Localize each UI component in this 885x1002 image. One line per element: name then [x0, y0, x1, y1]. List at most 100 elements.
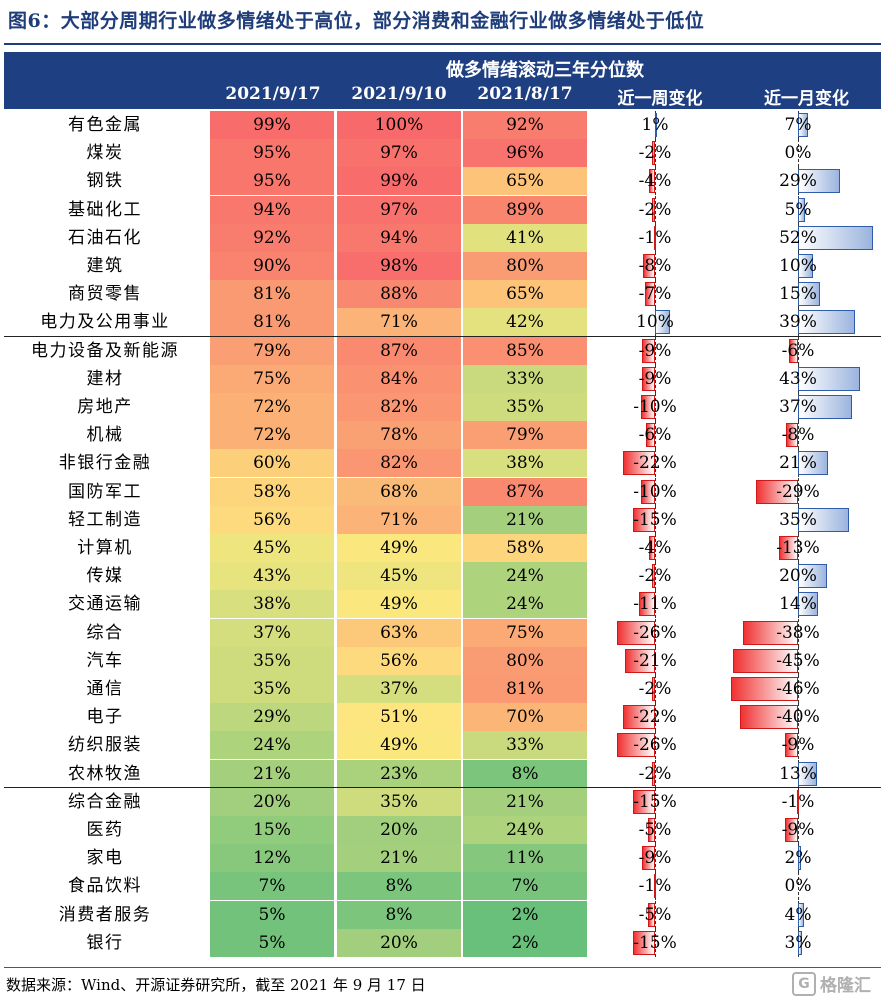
week-change-label: -2%: [638, 199, 672, 220]
week-change-label: -2%: [638, 763, 672, 784]
week-change-axis: [655, 449, 656, 478]
percentile-cell-v910: 87%: [337, 336, 461, 365]
table-row: 综合金融 20% 35% 21% -15% -1%: [0, 787, 885, 816]
percentile-cell-v817: 11%: [463, 844, 587, 873]
title-rule: [4, 43, 881, 45]
table-row: 计算机 45% 49% 58% -4% -13%: [0, 534, 885, 562]
percentile-cell-v917: 45%: [210, 534, 334, 562]
month-change-label: -29%: [776, 481, 820, 502]
table-row: 农林牧渔 21% 23% 8% -2% 13%: [0, 759, 885, 788]
table-row: 消费者服务 5% 8% 2% -5% 4%: [0, 900, 885, 929]
table-header: 做多情绪滚动三年分位数 2021/9/17 2021/9/10 2021/8/1…: [4, 52, 881, 109]
percentile-cell-v917: 58%: [210, 477, 334, 506]
month-change-label: 0%: [784, 876, 812, 897]
week-change-bar: [640, 395, 655, 419]
percentile-cell-v817: 79%: [463, 421, 587, 450]
month-change-label: 52%: [779, 227, 817, 248]
week-change-bar: [647, 902, 655, 927]
week-change-label: -6%: [638, 425, 672, 446]
month-change-axis: [798, 646, 799, 675]
week-change-label: -26%: [633, 622, 677, 643]
percentile-cell-v910: 88%: [337, 280, 461, 309]
week-change-bar: [640, 479, 655, 504]
week-change-label: -15%: [633, 932, 677, 953]
percentile-cell-v910: 98%: [337, 252, 461, 280]
percentile-cell-v910: 49%: [337, 534, 461, 562]
month-change-bar: [740, 705, 798, 730]
week-change-bar: [653, 874, 656, 899]
week-change-bar: [652, 761, 655, 786]
week-change-axis: [655, 139, 656, 168]
week-change-bar: [623, 451, 655, 476]
week-change-bar: [644, 282, 655, 307]
percentile-cell-v817: 96%: [463, 139, 587, 168]
week-change-bar: [641, 846, 655, 871]
industry-name: 石油石化: [68, 227, 142, 248]
month-change-label: -38%: [776, 622, 820, 643]
week-change-label: -10%: [633, 481, 677, 502]
month-change-bar: [798, 507, 849, 532]
percentile-cell-v817: 8%: [463, 759, 587, 788]
week-change-axis: [655, 844, 656, 873]
table-row: 房地产 72% 82% 35% -10% 37%: [0, 393, 885, 421]
week-change-label: -22%: [633, 707, 677, 728]
week-change-axis: [655, 336, 656, 365]
week-change-bar: [633, 507, 655, 532]
percentile-cell-v817: 75%: [463, 618, 587, 647]
month-change-bar: [798, 113, 809, 137]
month-change-label: 2%: [784, 848, 812, 869]
month-change-bar: [798, 930, 803, 955]
industry-name: 轻工制造: [68, 509, 142, 530]
industry-name: 综合: [86, 622, 124, 643]
week-change-axis: [655, 393, 656, 421]
month-change-bar: [798, 761, 817, 786]
percentile-cell-v910: 21%: [337, 844, 461, 873]
industry-name: 建材: [86, 368, 124, 389]
week-change-axis: [655, 167, 656, 196]
week-change-label: -2%: [638, 679, 672, 699]
percentile-cell-v817: 2%: [463, 900, 587, 929]
industry-name: 医药: [86, 820, 124, 840]
week-change-axis: [655, 280, 656, 309]
month-change-bar: [798, 225, 874, 250]
table-row: 建筑 90% 98% 80% -8% 10%: [0, 252, 885, 280]
month-change-bar: [786, 423, 798, 448]
industry-name: 房地产: [77, 397, 133, 417]
month-change-label: -6%: [781, 340, 815, 361]
percentile-cell-v910: 49%: [337, 731, 461, 760]
month-change-label: -1%: [781, 791, 815, 812]
percentile-cell-v910: 45%: [337, 562, 461, 591]
percentile-cell-v817: 42%: [463, 308, 587, 337]
header-title: 做多情绪滚动三年分位数: [446, 60, 644, 81]
percentile-cell-v910: 20%: [337, 928, 461, 957]
month-change-bar: [798, 169, 841, 194]
month-change-label: 10%: [779, 256, 817, 276]
week-change-bar: [652, 677, 655, 701]
week-change-bar: [655, 113, 657, 137]
week-change-axis: [655, 731, 656, 760]
week-change-bar: [652, 197, 655, 222]
table-row: 有色金属 99% 100% 92% 1% 7%: [0, 111, 885, 139]
industry-name: 农林牧渔: [68, 763, 142, 784]
percentile-cell-v917: 75%: [210, 364, 334, 393]
month-change-label: 21%: [779, 453, 817, 474]
month-change-label: 14%: [779, 594, 817, 615]
percentile-cell-v917: 5%: [210, 928, 334, 957]
table-row: 汽车 35% 56% 80% -21% -45%: [0, 646, 885, 675]
week-change-bar: [641, 338, 655, 363]
source-rule: [4, 967, 881, 968]
week-change-label: -22%: [633, 453, 677, 474]
industry-name: 传媒: [86, 566, 124, 587]
industry-name: 综合金融: [68, 791, 142, 812]
percentile-cell-v910: 35%: [337, 787, 461, 816]
percentile-cell-v817: 92%: [463, 111, 587, 139]
table-row: 家电 12% 21% 11% -9% 2%: [0, 844, 885, 873]
week-change-axis: [655, 703, 656, 732]
month-change-bar: [784, 733, 798, 758]
percentile-cell-v917: 72%: [210, 421, 334, 450]
industry-name: 食品饮料: [68, 876, 142, 897]
percentile-cell-v910: 56%: [337, 646, 461, 675]
week-change-bar: [639, 592, 655, 617]
percentile-cell-v910: 20%: [337, 816, 461, 844]
month-change-axis: [798, 139, 799, 168]
